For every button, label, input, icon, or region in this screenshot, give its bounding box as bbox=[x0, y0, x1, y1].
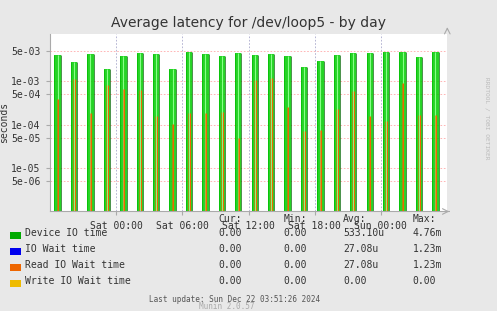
Text: Min:: Min: bbox=[283, 214, 307, 224]
Text: 0.00: 0.00 bbox=[219, 244, 242, 254]
Text: Munin 2.0.57: Munin 2.0.57 bbox=[199, 302, 254, 311]
Text: 0.00: 0.00 bbox=[283, 260, 307, 270]
Text: 0.00: 0.00 bbox=[413, 276, 436, 286]
Text: 1.23m: 1.23m bbox=[413, 260, 442, 270]
Text: 1.23m: 1.23m bbox=[413, 244, 442, 254]
Text: Avg:: Avg: bbox=[343, 214, 366, 224]
Text: 0.00: 0.00 bbox=[219, 276, 242, 286]
Text: IO Wait time: IO Wait time bbox=[25, 244, 95, 254]
Text: RRDTOOL / TOBI OETIKER: RRDTOOL / TOBI OETIKER bbox=[485, 77, 490, 160]
Text: 0.00: 0.00 bbox=[283, 276, 307, 286]
Text: Max:: Max: bbox=[413, 214, 436, 224]
Text: 4.76m: 4.76m bbox=[413, 228, 442, 238]
Text: Write IO Wait time: Write IO Wait time bbox=[25, 276, 131, 286]
Text: Read IO Wait time: Read IO Wait time bbox=[25, 260, 125, 270]
Text: 0.00: 0.00 bbox=[283, 244, 307, 254]
Text: Cur:: Cur: bbox=[219, 214, 242, 224]
Text: Device IO time: Device IO time bbox=[25, 228, 107, 238]
Text: 27.08u: 27.08u bbox=[343, 244, 378, 254]
Text: 0.00: 0.00 bbox=[343, 276, 366, 286]
Title: Average latency for /dev/loop5 - by day: Average latency for /dev/loop5 - by day bbox=[111, 16, 386, 30]
Text: 0.00: 0.00 bbox=[219, 260, 242, 270]
Text: 27.08u: 27.08u bbox=[343, 260, 378, 270]
Y-axis label: seconds: seconds bbox=[0, 102, 8, 143]
Text: 0.00: 0.00 bbox=[283, 228, 307, 238]
Text: 533.10u: 533.10u bbox=[343, 228, 384, 238]
Text: 0.00: 0.00 bbox=[219, 228, 242, 238]
Text: Last update: Sun Dec 22 03:51:26 2024: Last update: Sun Dec 22 03:51:26 2024 bbox=[149, 295, 320, 304]
